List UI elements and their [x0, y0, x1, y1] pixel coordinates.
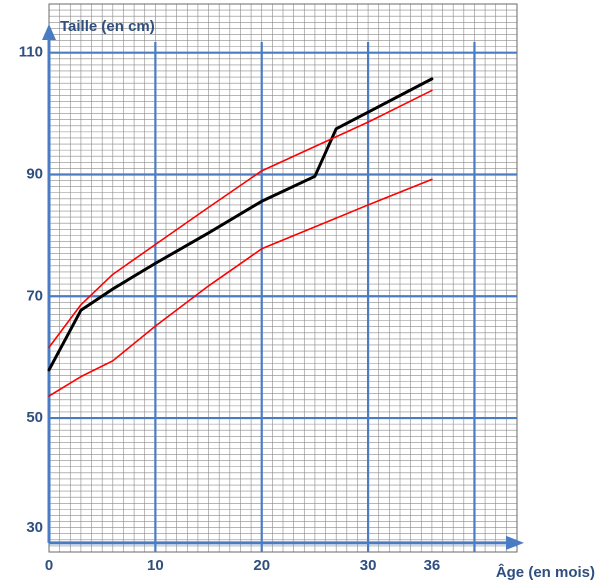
y-axis-title: Taille (en cm): [60, 18, 155, 35]
x-tick-label-3: 30: [360, 557, 377, 574]
y-tick-label-2: 70: [26, 287, 43, 304]
y-tick-label-3: 90: [26, 165, 43, 182]
major-grid: [49, 42, 517, 552]
y-axis-arrow: [42, 24, 56, 40]
x-tick-label-1: 10: [147, 557, 164, 574]
axes: [42, 24, 524, 550]
series-layer: [47, 77, 434, 397]
x-axis-arrow: [506, 535, 524, 550]
series-line-1: [48, 89, 433, 349]
x-tick-label-2: 20: [253, 557, 270, 574]
y-tick-label-1: 50: [26, 409, 43, 426]
x-tick-label-4: 36: [424, 557, 441, 574]
series-line-0: [47, 77, 434, 372]
x-tick-label-0: 0: [45, 557, 53, 574]
y-tick-label-4: 110: [19, 44, 43, 61]
minor-grid: [48, 3, 518, 553]
x-axis-title: Âge (en mois): [496, 563, 595, 581]
series-line-2: [48, 178, 433, 397]
y-tick-label-0: 30: [26, 519, 43, 536]
tick-labels: 0 10 20 30 36 30 50 70 90 110: [19, 44, 440, 574]
